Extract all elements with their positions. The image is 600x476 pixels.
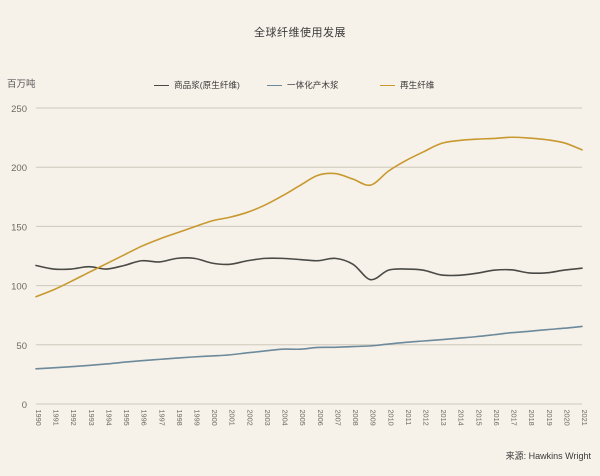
svg-text:2005: 2005 <box>298 410 307 426</box>
svg-text:2000: 2000 <box>210 410 219 426</box>
svg-text:1992: 1992 <box>69 410 78 426</box>
svg-text:2001: 2001 <box>228 410 237 426</box>
svg-text:2006: 2006 <box>316 410 325 426</box>
svg-text:1995: 1995 <box>122 410 131 426</box>
svg-text:2020: 2020 <box>562 410 571 426</box>
svg-text:2003: 2003 <box>263 410 272 426</box>
svg-text:2004: 2004 <box>281 410 290 426</box>
svg-text:150: 150 <box>11 222 27 233</box>
svg-text:0: 0 <box>22 400 27 411</box>
svg-text:2015: 2015 <box>474 410 483 426</box>
svg-text:1991: 1991 <box>52 410 61 426</box>
svg-text:200: 200 <box>11 163 27 174</box>
svg-text:2002: 2002 <box>245 410 254 426</box>
svg-text:100: 100 <box>11 282 27 293</box>
svg-text:1993: 1993 <box>87 410 96 426</box>
svg-text:2017: 2017 <box>510 410 519 426</box>
svg-text:1990: 1990 <box>34 410 43 426</box>
svg-text:250: 250 <box>11 104 27 115</box>
svg-text:2007: 2007 <box>333 410 342 426</box>
svg-text:1998: 1998 <box>175 410 184 426</box>
svg-text:2014: 2014 <box>457 410 466 426</box>
svg-text:2021: 2021 <box>580 410 589 426</box>
svg-text:2018: 2018 <box>527 410 536 426</box>
svg-text:2019: 2019 <box>545 410 554 426</box>
svg-text:50: 50 <box>16 341 27 352</box>
svg-text:2011: 2011 <box>404 410 413 426</box>
svg-text:2016: 2016 <box>492 410 501 426</box>
svg-text:2012: 2012 <box>421 410 430 426</box>
svg-text:1996: 1996 <box>140 410 149 426</box>
svg-text:1999: 1999 <box>193 410 202 426</box>
svg-text:2013: 2013 <box>439 410 448 426</box>
svg-text:1997: 1997 <box>157 410 166 426</box>
svg-text:2008: 2008 <box>351 410 360 426</box>
svg-text:2010: 2010 <box>386 410 395 426</box>
svg-text:2009: 2009 <box>369 410 378 426</box>
svg-text:1994: 1994 <box>104 410 113 426</box>
